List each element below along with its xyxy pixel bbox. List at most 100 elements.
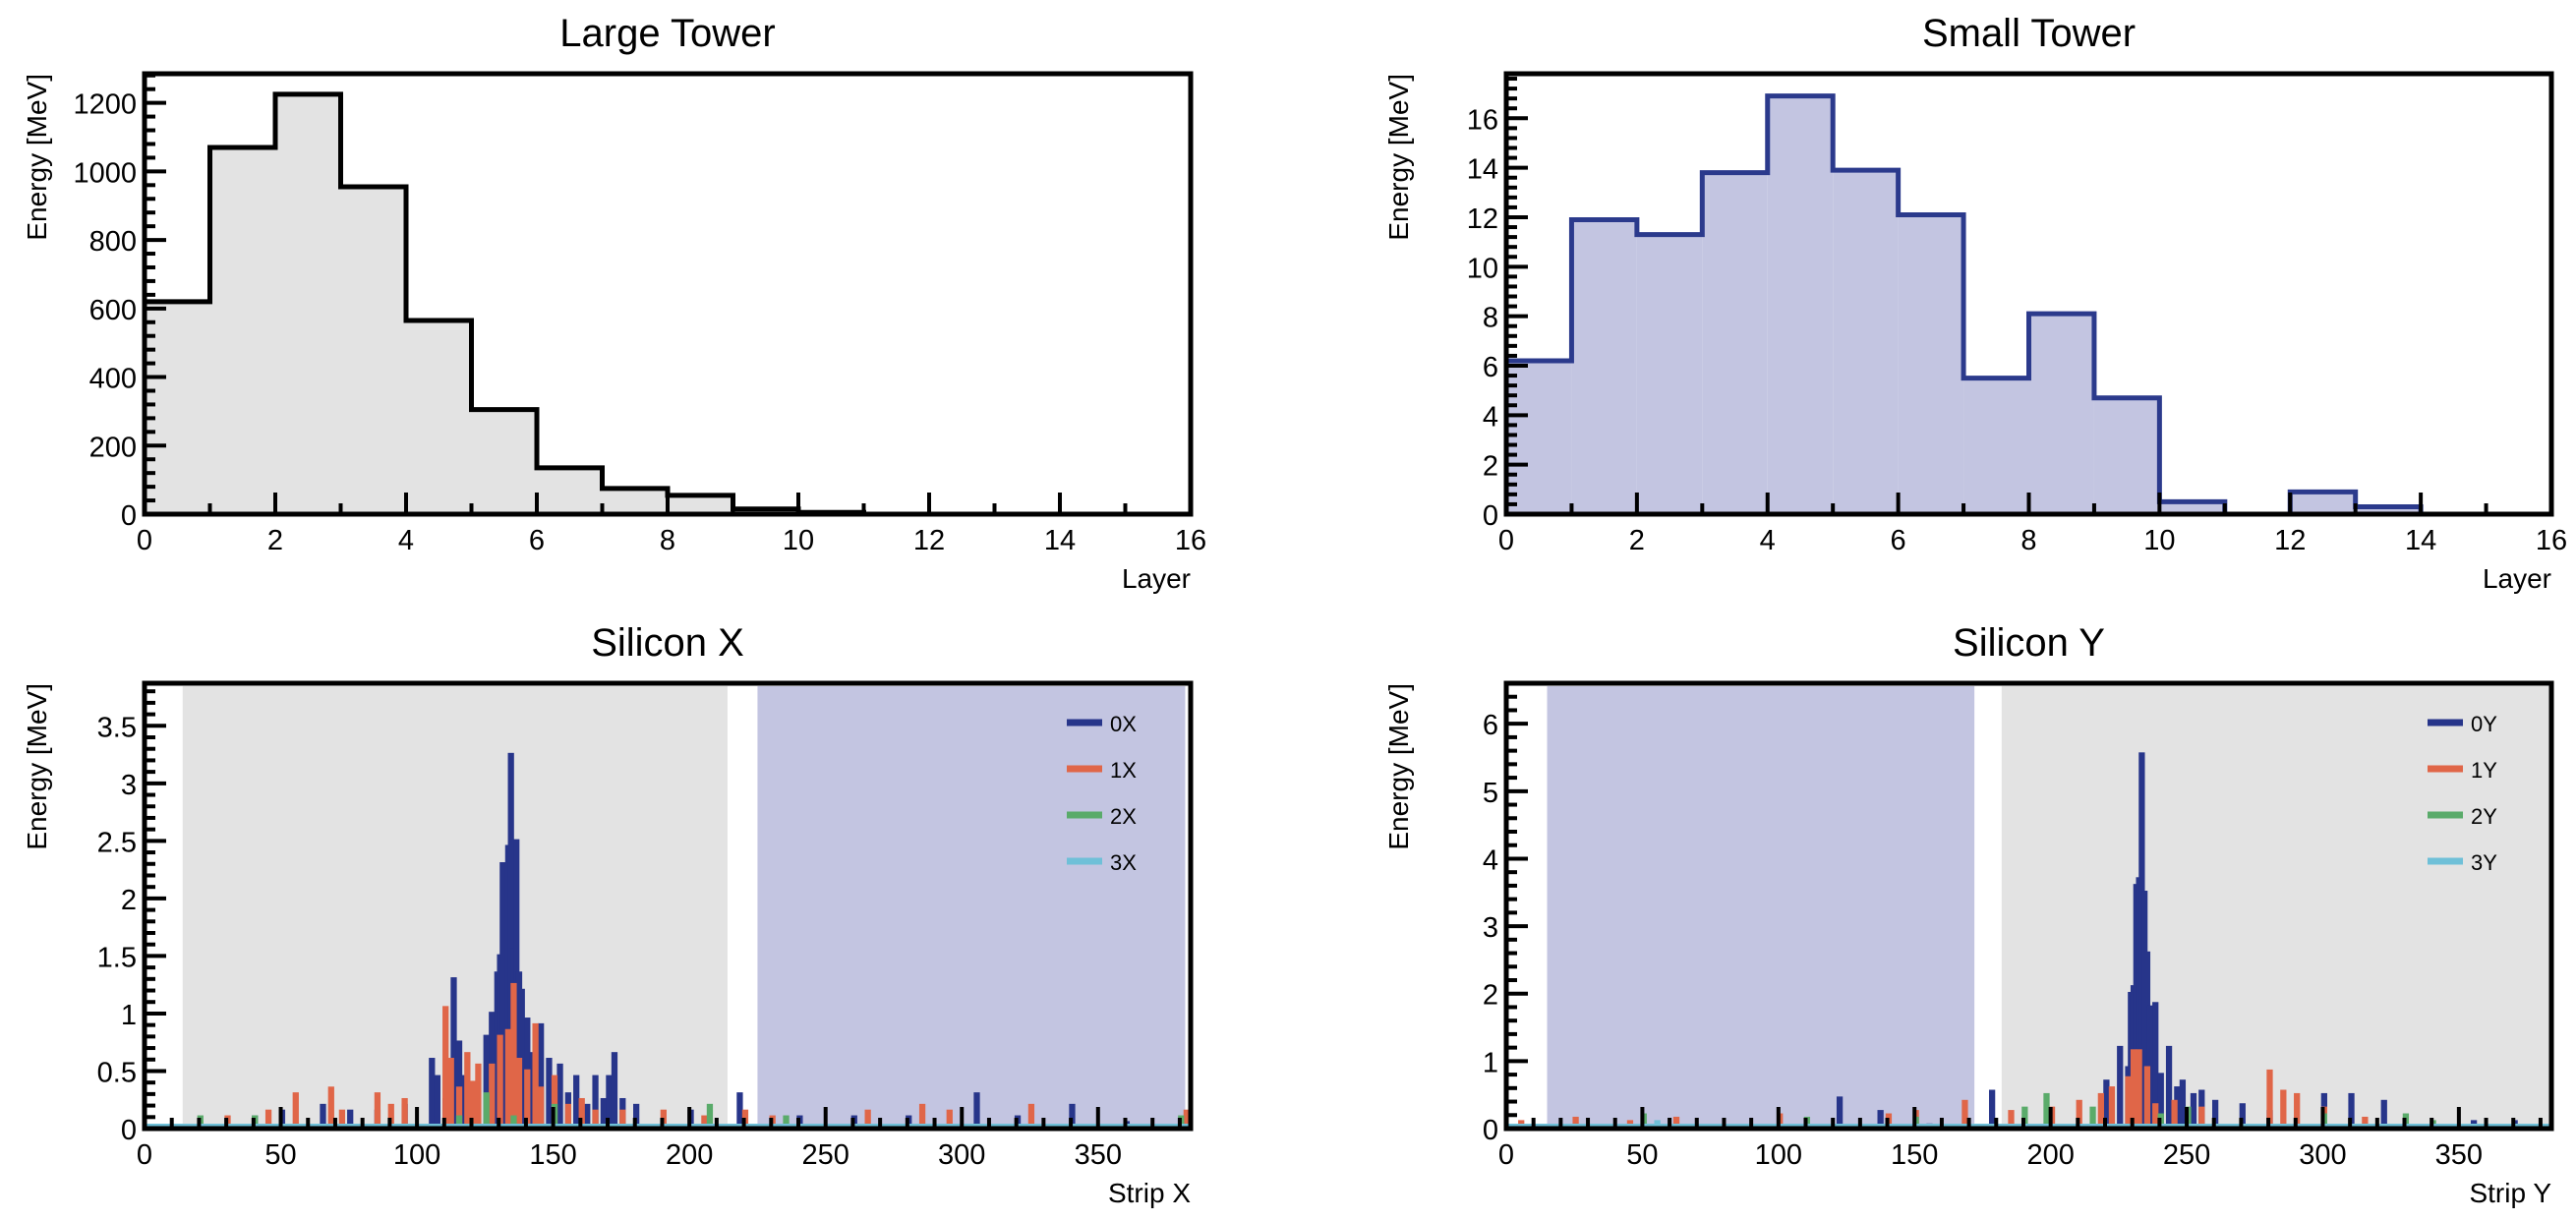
y-tick-label: 0 [1483,500,1498,532]
strip-bar [2136,1049,2142,1131]
strip-bar [573,1075,580,1131]
x-tick-label: 2 [1629,525,1645,556]
x-tick-label: 4 [1760,525,1776,556]
chart-panel-silicon-x: Silicon X 0X 1X 2X 3X 0 50 100 150 200 250 300 350 0 0… [22,621,1194,1208]
histogram-bin [1767,95,1834,515]
chart-title: Silicon Y [1953,621,2105,665]
y-axis-title: Energy [MeV] [22,74,52,241]
y-tick-label: 200 [89,432,137,463]
strip-bar [483,1092,490,1131]
y-tick-label: 4 [1483,844,1498,876]
histogram-bin [2355,506,2422,514]
strip-bar [2190,1092,2197,1131]
x-tick-label: 150 [529,1139,576,1171]
histogram-bin [1636,234,1703,514]
strip-bar [489,1063,496,1131]
histogram-bin [602,488,668,514]
y-tick-label: 400 [89,364,137,395]
y-tick-label: 10 [1467,253,1498,284]
histogram-bin [2290,492,2356,514]
legend-label: 3Y [2471,850,2497,875]
strip-bar [556,1063,563,1131]
y-tick-label: 2.5 [97,827,137,858]
histogram-bin [471,409,537,514]
y-tick-label: 6 [1483,352,1498,383]
y-tick-label: 1 [121,1000,137,1031]
strip-bar [327,1086,334,1131]
legend-label: 0Y [2471,712,2497,736]
strip-bar [736,1092,743,1131]
histogram-bin [1833,170,1899,515]
histogram-bin [668,494,733,514]
y-tick-label: 14 [1467,154,1498,186]
strip-bar [497,1034,503,1131]
histogram-bin [2159,501,2225,514]
histogram-bin [209,146,275,514]
strip-bar [2125,1076,2132,1131]
y-tick-label: 600 [89,295,137,326]
histogram-bin [406,320,472,514]
chart-title: Silicon X [591,621,744,665]
strip-bar [510,982,517,1131]
histogram-bin [732,508,798,514]
shaded-band [757,686,1186,1129]
strip-bar [2130,1049,2137,1131]
x-tick-label: 100 [393,1139,440,1171]
y-tick-label: 8 [1483,303,1498,334]
strip-bar [611,1052,618,1131]
x-tick-label: 14 [1044,525,1076,556]
histogram-bin [1506,360,1572,514]
x-axis-title: Strip Y [2469,1178,2551,1208]
y-axis-title: Energy [MeV] [1383,683,1414,850]
x-axis-title: Layer [2483,563,2551,594]
strip-bar [2097,1092,2104,1131]
legend: 0Y 1Y 2Y 3Y [2428,712,2497,875]
legend-label: 2Y [2471,804,2497,829]
strip-bar [973,1092,980,1131]
y-tick-label: 1.5 [97,942,137,973]
strip-bar [2043,1092,2050,1131]
y-tick-label: 0 [121,1115,137,1146]
y-tick-label: 0 [1483,1115,1498,1146]
legend: 0X 1X 2X 3X [1067,712,1137,875]
strip-bar [538,1086,545,1131]
x-axis-title: Strip X [1108,1178,1191,1208]
y-tick-label: 2 [121,885,137,916]
y-tick-label: 0.5 [97,1057,137,1088]
strip-bar [374,1092,381,1131]
histogram-bin [2028,314,2094,514]
legend-label: 3X [1110,850,1137,875]
x-tick-label: 100 [1755,1139,1802,1171]
strip-bar [2280,1089,2287,1131]
strip-bar [464,1052,471,1131]
y-tick-label: 4 [1483,401,1498,433]
x-tick-label: 10 [2143,525,2175,556]
y-tick-label: 3 [121,770,137,801]
y-tick-label: 12 [1467,204,1498,235]
x-axis-title: Layer [1122,563,1191,594]
strip-bar [532,1022,539,1131]
x-tick-label: 14 [2405,525,2436,556]
strip-bar [2117,1045,2124,1131]
strip-bar [292,1092,299,1131]
x-tick-label: 50 [1626,1139,1658,1171]
y-axis-title: Energy [MeV] [22,683,52,850]
histogram-bin [275,93,341,515]
chart-panel-large-tower: Large Tower 0 2 4 6 8 10 12 14 16 0 200 400 600 800 100… [22,12,1206,594]
histogram-bin [2093,397,2160,514]
strip-bar [442,1006,449,1131]
legend-label: 0X [1110,712,1137,736]
y-axis-title: Energy [MeV] [1383,74,1414,241]
histogram-bin [340,187,406,514]
strip-bar [515,1058,523,1131]
strip-bar [429,1058,436,1131]
y-tick-label: 5 [1483,778,1498,809]
shaded-band [2001,686,2551,1129]
x-tick-label: 16 [2536,525,2567,556]
x-tick-label: 250 [2163,1139,2210,1171]
x-tick-label: 350 [2435,1139,2483,1171]
y-tick-label: 2 [1483,451,1498,483]
x-tick-label: 300 [2299,1139,2346,1171]
y-tick-label: 3 [1483,912,1498,944]
